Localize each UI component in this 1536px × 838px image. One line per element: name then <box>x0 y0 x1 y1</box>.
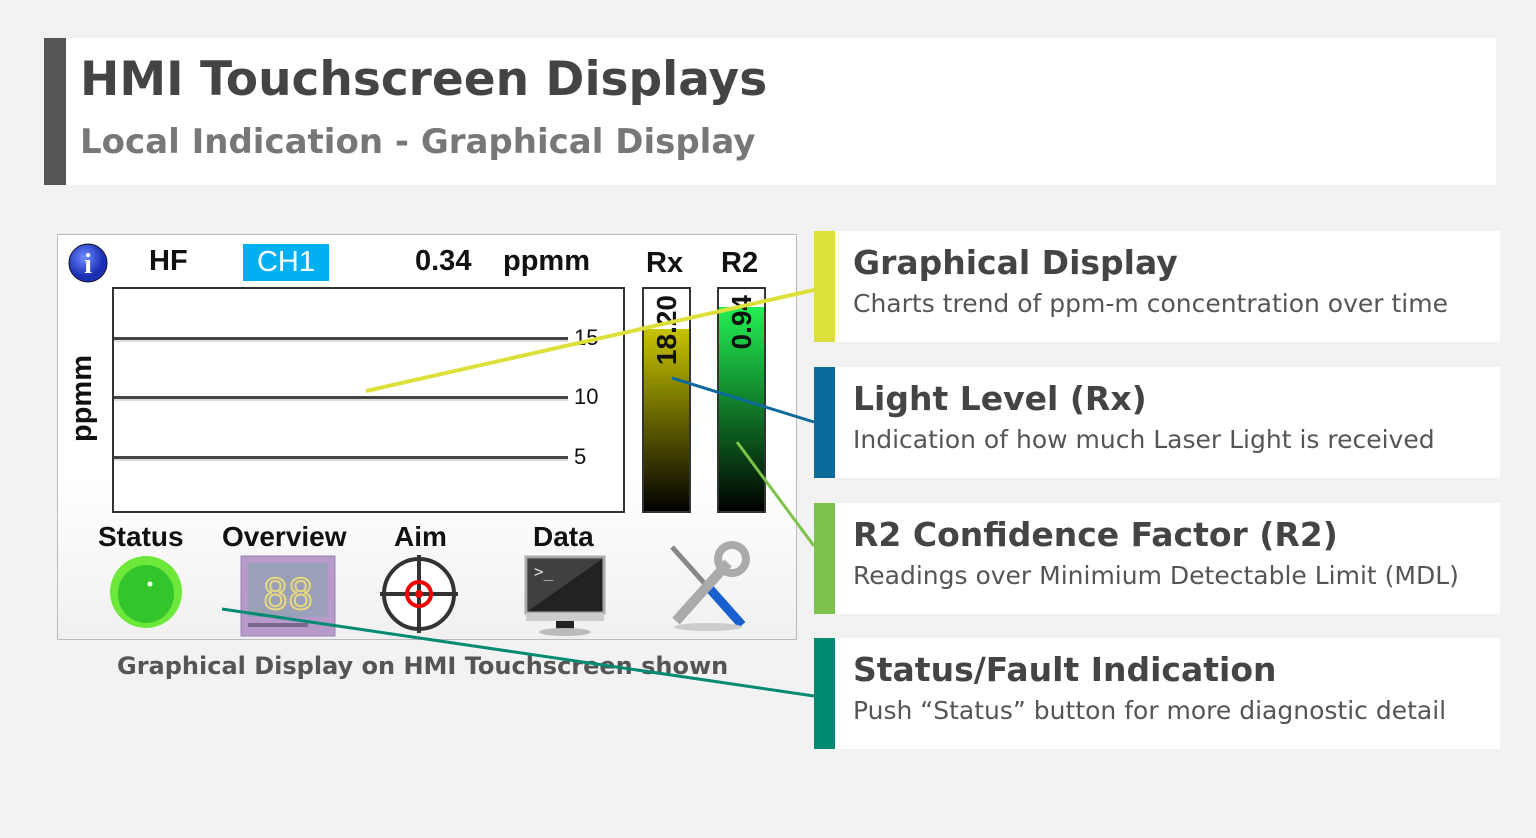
callout-color-bar <box>814 231 835 342</box>
callout-color-bar <box>814 638 835 749</box>
tick-label: 5 <box>574 444 587 469</box>
gas-label: HF <box>149 245 188 277</box>
aim-label: Aim <box>394 521 447 552</box>
tick-label: 10 <box>574 384 599 409</box>
r2-value: 0.94 <box>725 295 757 350</box>
rx-bar: 18.20 <box>642 287 691 513</box>
status-label: Status <box>98 521 184 552</box>
status-button[interactable] <box>108 555 184 631</box>
callout-color-bar <box>814 367 835 478</box>
callout-title: Graphical Display <box>853 243 1178 282</box>
tools-settings-button[interactable] <box>662 541 754 633</box>
aim-button[interactable] <box>380 555 458 633</box>
reading-unit: ppmm <box>503 245 590 277</box>
callout-graphical-display: Graphical Display Charts trend of ppm-m … <box>814 231 1500 342</box>
trend-chart: 15 10 5 <box>112 287 625 513</box>
r2-bar: 0.94 <box>717 287 766 513</box>
r2-label: R2 <box>721 247 759 279</box>
overview-button[interactable]: 88 <box>240 555 336 637</box>
callout-status-fault: Status/Fault Indication Push “Status” bu… <box>814 638 1500 749</box>
overview-label: Overview <box>222 521 347 552</box>
svg-text:>_: >_ <box>534 562 554 581</box>
data-label: Data <box>533 521 594 552</box>
data-terminal-button[interactable]: >_ <box>524 555 606 637</box>
callout-color-bar <box>814 503 835 614</box>
tick-label: 15 <box>574 325 599 350</box>
header-accent-bar <box>44 38 66 185</box>
callout-r2-confidence: R2 Confidence Factor (R2) Readings over … <box>814 503 1500 614</box>
channel-badge[interactable]: CH1 <box>243 244 329 281</box>
page-subtitle: Local Indication - Graphical Display <box>80 122 756 162</box>
figure-caption: Graphical Display on HMI Touchscreen sho… <box>117 652 729 680</box>
rx-label: Rx <box>646 247 684 279</box>
svg-text:88: 88 <box>263 570 314 619</box>
callout-description: Charts trend of ppm-m concentration over… <box>853 289 1448 318</box>
callout-title: Status/Fault Indication <box>853 650 1277 689</box>
info-icon[interactable]: i <box>68 243 108 283</box>
svg-text:i: i <box>84 249 92 280</box>
callout-title: R2 Confidence Factor (R2) <box>853 515 1338 554</box>
hmi-screen: i HF CH1 0.34 ppmm Rx R2 ppmm 15 10 5 18… <box>57 234 797 640</box>
rx-value: 18.20 <box>650 295 682 366</box>
callout-light-level: Light Level (Rx) Indication of how much … <box>814 367 1500 478</box>
callout-description: Push “Status” button for more diagnostic… <box>853 696 1447 725</box>
callout-description: Readings over Minimium Detectable Limit … <box>853 561 1459 590</box>
reading-value: 0.34 <box>415 245 472 277</box>
y-axis-label: ppmm <box>66 355 98 442</box>
gridline-15 <box>114 337 568 340</box>
gridline-10 <box>114 396 568 399</box>
gridline-5 <box>114 456 568 459</box>
callout-description: Indication of how much Laser Light is re… <box>853 425 1435 454</box>
header: HMI Touchscreen Displays Local Indicatio… <box>44 38 1496 185</box>
callout-title: Light Level (Rx) <box>853 379 1147 418</box>
page-title: HMI Touchscreen Displays <box>80 52 768 107</box>
